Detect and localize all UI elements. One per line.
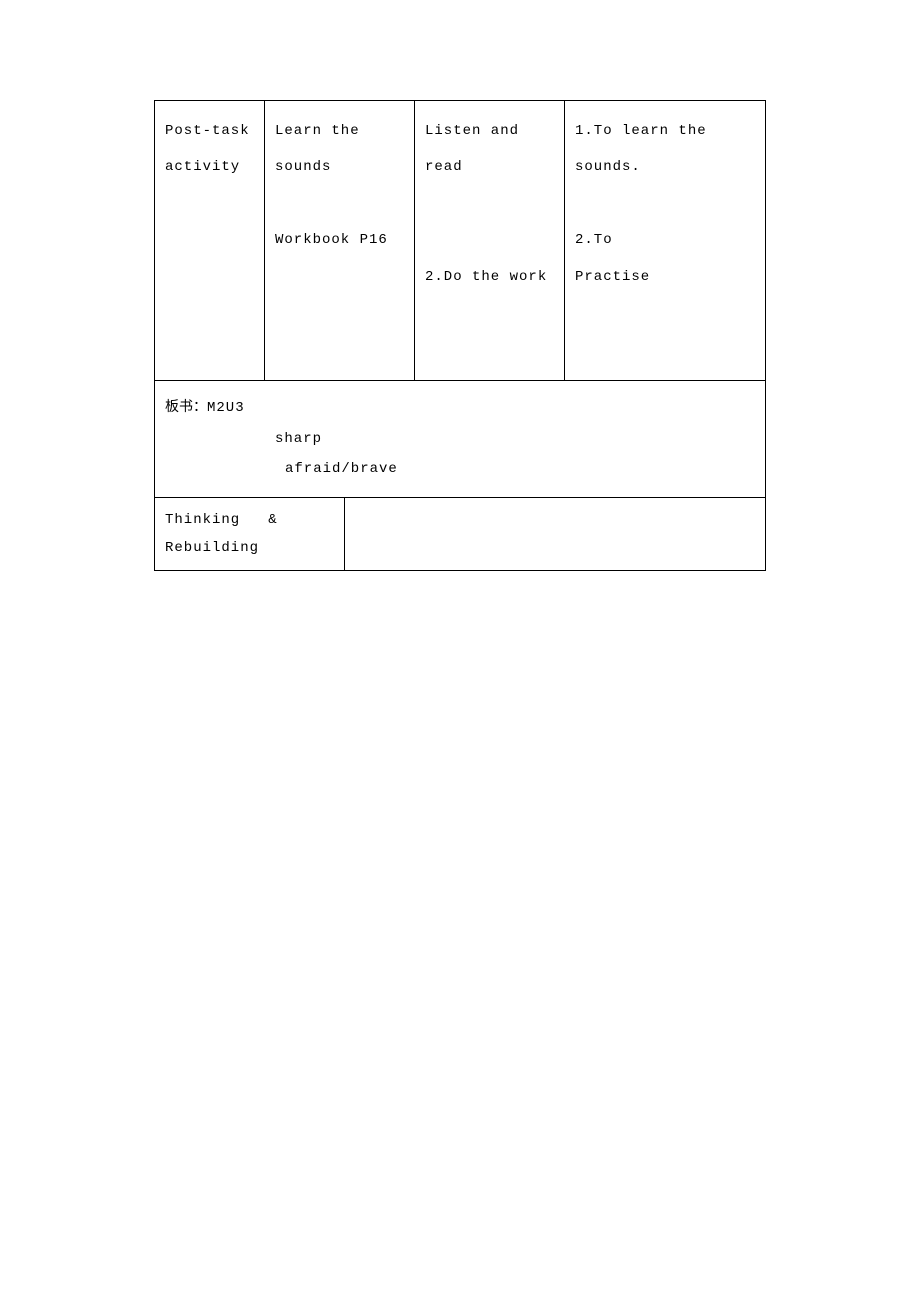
text: activity [165, 149, 254, 185]
board-line: 板书：M2U3 [165, 393, 755, 424]
text [275, 295, 404, 331]
text: Rebuilding [165, 534, 334, 562]
text: 1.To learn the sounds. [575, 113, 755, 186]
cell-purpose: 1.To learn the sounds. 2.To Practise [565, 101, 766, 381]
cell-content: Learn the sounds Workbook P16 [265, 101, 415, 381]
text: Learn the sounds [275, 113, 404, 186]
text [275, 331, 404, 367]
text: 2.To [575, 222, 755, 258]
board-line: sharp [165, 424, 755, 455]
board-label: 板书： [165, 400, 207, 415]
cell-thinking: Thinking& Rebuilding [155, 498, 766, 571]
text: Practise [575, 259, 755, 295]
document-page: Post-task activity Learn the sounds Work… [0, 0, 920, 571]
text: Listen and read [425, 113, 554, 186]
text: Thinking [165, 512, 268, 528]
text: Post-task [165, 113, 254, 149]
table-row: Post-task activity Learn the sounds Work… [155, 101, 766, 381]
table-row-thinking: Thinking& Rebuilding [155, 498, 766, 571]
board-line: afraid/brave [165, 454, 755, 485]
thinking-left: Thinking& Rebuilding [155, 498, 345, 570]
lesson-table: Post-task activity Learn the sounds Work… [154, 100, 766, 571]
board-title: M2U3 [207, 400, 245, 416]
text: 2.Do the work [425, 259, 554, 295]
text [575, 186, 755, 222]
table-row-board: 板书：M2U3 sharp afraid/brave [155, 380, 766, 497]
text [425, 186, 554, 222]
text [425, 222, 554, 258]
text [275, 259, 404, 295]
cell-board: 板书：M2U3 sharp afraid/brave [155, 380, 766, 497]
cell-stage: Post-task activity [155, 101, 265, 381]
text [275, 186, 404, 222]
text: Workbook P16 [275, 222, 404, 258]
ampersand-icon: & [268, 506, 277, 534]
cell-method: Listen and read 2.Do the work [415, 101, 565, 381]
